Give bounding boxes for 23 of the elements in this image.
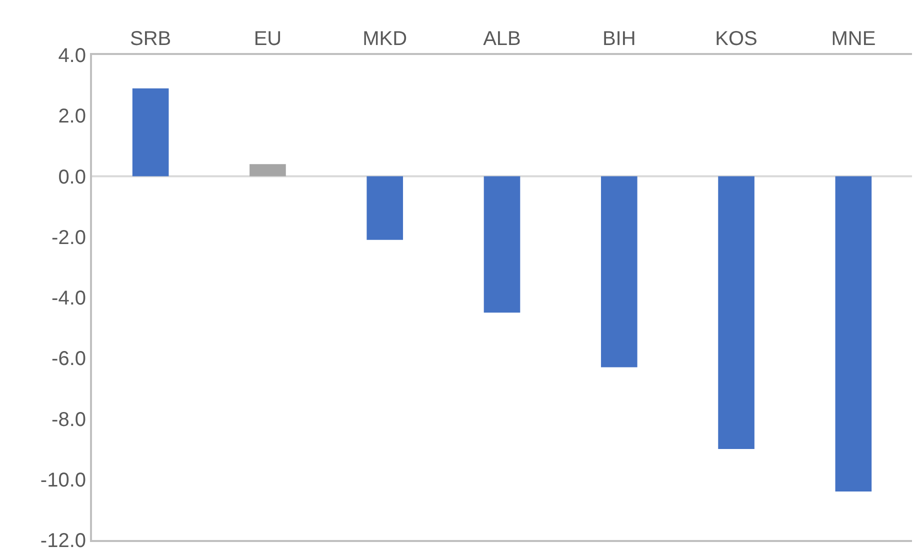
x-tick-label: ALB	[483, 28, 521, 50]
x-tick-label: KOS	[715, 28, 758, 50]
y-tick-label: -8.0	[52, 408, 86, 431]
y-tick-label: 0.0	[58, 166, 86, 188]
y-tick-label: 2.0	[58, 106, 86, 128]
bar	[835, 176, 872, 492]
y-tick-label: -6.0	[52, 348, 86, 370]
y-tick-label: -2.0	[52, 226, 86, 249]
y-tick-label: -4.0	[52, 288, 86, 310]
y-tick-label: -12.0	[40, 530, 86, 552]
y-tick-label: 4.0	[58, 45, 86, 67]
bar	[366, 176, 404, 240]
bar	[718, 176, 754, 450]
y-tick-label: -10.0	[40, 469, 86, 492]
x-tick-label: MNE	[831, 28, 876, 50]
bar	[250, 164, 286, 176]
bar	[484, 176, 520, 313]
x-tick-label: BIH	[602, 28, 636, 50]
bar	[132, 88, 169, 176]
x-tick-label: SRB	[130, 28, 172, 50]
x-tick-label: EU	[254, 28, 282, 50]
x-tick-label: MKD	[362, 28, 408, 50]
bar	[600, 176, 638, 368]
